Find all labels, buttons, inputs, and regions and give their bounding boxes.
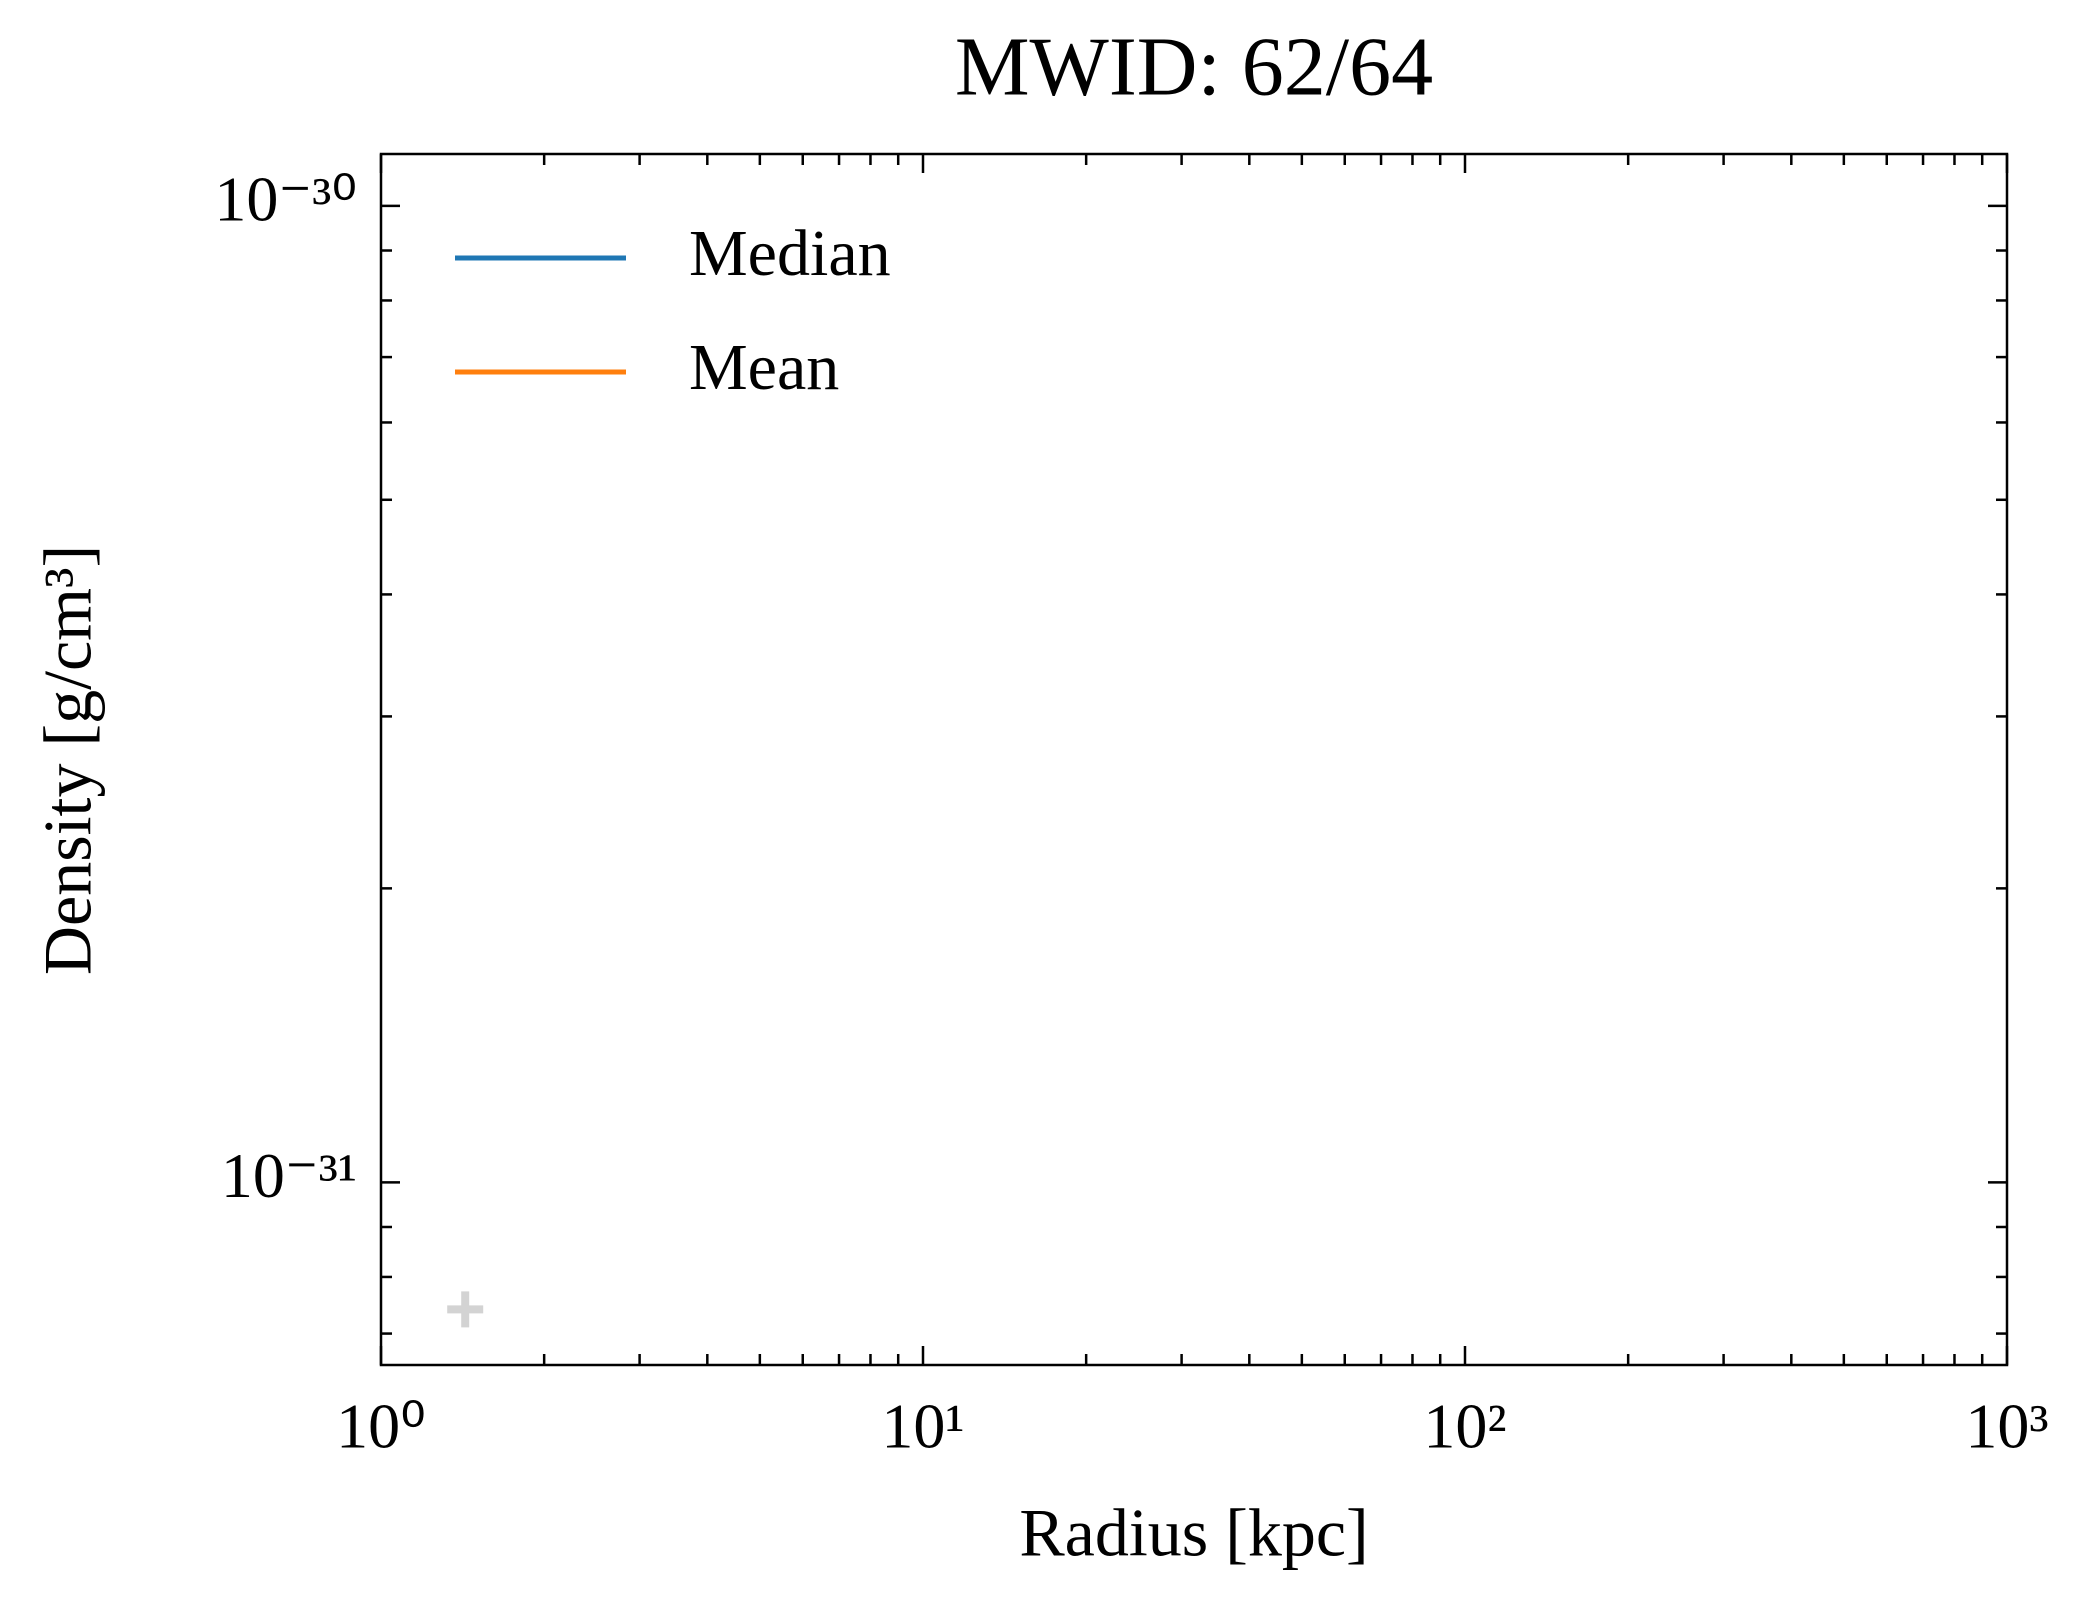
y-tick-label: 10⁻³⁰ bbox=[214, 164, 357, 235]
chart-title: MWID: 62/64 bbox=[955, 20, 1433, 113]
x-axis-label: Radius [kpc] bbox=[1019, 1495, 1368, 1571]
x-tick-label: 10¹ bbox=[881, 1391, 964, 1462]
x-tick-label: 10² bbox=[1423, 1391, 1506, 1462]
y-tick-label: 10⁻³¹ bbox=[221, 1140, 357, 1211]
x-tick-label: 10³ bbox=[1965, 1391, 2048, 1462]
legend-label: Mean bbox=[689, 331, 839, 404]
plot-frame bbox=[379, 152, 2009, 1367]
x-tick-label: 10⁰ bbox=[336, 1391, 426, 1462]
y-axis-label: Density [g/cm³] bbox=[30, 545, 106, 975]
legend-label: Median bbox=[689, 217, 891, 290]
marker bbox=[447, 1291, 484, 1328]
